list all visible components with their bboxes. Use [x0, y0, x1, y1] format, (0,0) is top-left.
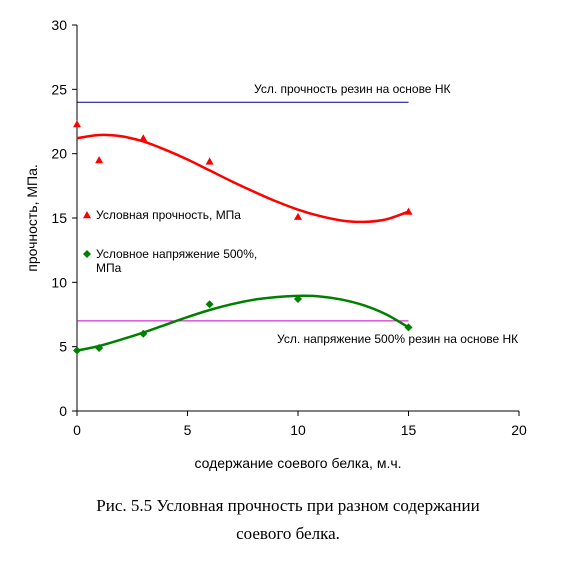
reference-line-label: Усл. напряжение 500% резин на основе НК [277, 332, 518, 346]
x-tick-label: 15 [401, 422, 417, 438]
y-tick-label: 5 [59, 339, 67, 355]
y-tick-label: 10 [51, 274, 67, 290]
data-point [205, 300, 214, 309]
y-tick-label: 30 [51, 17, 67, 33]
data-point [205, 157, 214, 165]
data-point [404, 207, 413, 215]
data-point [73, 346, 81, 355]
data-point [139, 134, 148, 142]
legend-label: МПа [96, 261, 122, 275]
legend: Условная прочность, МПа Условное напряжен… [83, 208, 257, 275]
x-tick-label: 0 [73, 422, 81, 438]
trend-lines [76, 133, 410, 352]
x-axis-title: содержание соевого белка, м.ч. [194, 455, 401, 471]
y-tick-label: 15 [51, 210, 67, 226]
data-point [95, 343, 104, 352]
data-point [139, 329, 148, 338]
y-tick-label: 25 [51, 81, 67, 97]
legend-label: Условное напряжение 500%, [96, 247, 257, 261]
reference-line-label: Усл. прочность резин на основе НК [254, 82, 450, 96]
axes: 0 5 10 15 20 25 30 0 5 10 15 20 [51, 17, 527, 438]
data-point [294, 212, 302, 220]
x-tick-label: 5 [184, 422, 192, 438]
data-point [95, 156, 104, 164]
legend-marker [83, 211, 91, 219]
y-tick-label: 20 [51, 146, 67, 162]
caption-line-1: Рис. 5.5 Условная прочность при разном с… [96, 496, 480, 515]
figure-caption: Рис. 5.5 Условная прочность при разном с… [0, 492, 576, 548]
legend-marker [83, 250, 91, 258]
caption-line-2: соевого белка. [236, 524, 340, 543]
data-point [73, 120, 81, 128]
data-point [294, 295, 302, 304]
chart: 0 5 10 15 20 25 30 0 5 10 15 20 содержание соевого … [24, 17, 527, 471]
reference-lines [77, 101, 409, 322]
legend-label: Условная прочность, МПа [96, 208, 241, 222]
y-axis-title: прочность, МПа. [24, 164, 40, 272]
data-markers [73, 120, 413, 355]
data-point [404, 323, 413, 332]
y-tick-label: 0 [59, 403, 67, 419]
trend-line [76, 294, 410, 352]
trend-line [76, 133, 409, 224]
chart-labels: содержание соевого белка, м.ч. прочность,… [24, 82, 518, 471]
x-tick-label: 20 [511, 422, 527, 438]
x-tick-label: 10 [290, 422, 306, 438]
